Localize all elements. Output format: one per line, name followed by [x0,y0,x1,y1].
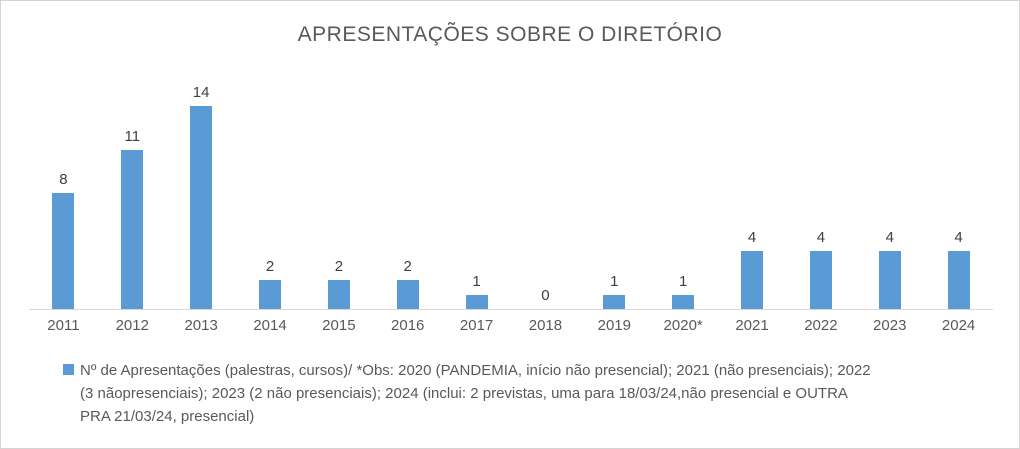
bar [878,251,901,309]
bar-column: 2 [236,259,305,309]
bar-column: 2 [373,259,442,309]
bar-column: 1 [649,272,718,309]
x-tick-label: 2020* [663,317,703,334]
bar-column: 14 [167,85,236,309]
bar-column: 4 [924,230,993,309]
bar [52,193,75,309]
legend: Nº de Apresentações (palestras, cursos)/… [63,359,999,428]
legend-label: Nº de Apresentações (palestras, cursos)/… [80,359,871,428]
data-label: 0 [541,287,550,304]
x-axis-line [29,309,993,310]
bar-column: 4 [718,230,787,309]
x-tick-label: 2013 [184,317,218,334]
legend-marker-icon [63,364,74,375]
bar [741,251,764,309]
bar-column: 4 [855,230,924,309]
bar [396,280,419,309]
data-label: 8 [59,171,68,188]
data-label: 4 [954,229,963,246]
bar [465,294,488,309]
bar-column: 0 [511,288,580,309]
bar-column: 8 [29,172,98,309]
bar [190,106,213,309]
bar-columns: 8 11 14 2 2 2 1 0 1 1 4 4 4 4 [29,71,993,309]
data-label: 1 [472,272,481,290]
data-label: 1 [678,272,688,290]
x-tick-label: 2014 [253,317,287,334]
bar-column: 4 [786,230,855,309]
x-tick-label: 2022 [804,317,838,334]
x-tick-label: 2023 [873,317,907,334]
x-ticks: 2011 2012 2013 2014 2015 2016 2017 2018 2019 2020… [29,317,993,334]
legend-line: PRA 21/03/24, presencial) [80,408,255,425]
chart-title: APRESENTAÇÕES SOBRE O DIRETÓRIO [297,23,723,46]
x-tick-label: 2015 [322,317,356,334]
bar-column: 1 [580,272,649,309]
x-tick-label: 2017 [459,317,494,334]
bar [947,251,970,309]
x-tick-label: 2016 [391,317,425,334]
data-label: 2 [265,258,275,275]
bar [259,280,281,309]
bar [672,294,695,309]
x-tick-label: 2019 [597,317,631,334]
x-tick-label: 2018 [528,317,563,334]
bar-column: 2 [304,259,373,309]
data-label: 2 [403,258,412,275]
data-label: 1 [610,272,619,290]
data-label: 2 [334,258,344,275]
legend-line: (3 nãopresenciais); 2023 (2 não presenci… [80,385,848,402]
bar [603,294,626,309]
bar [121,149,144,309]
data-label: 14 [192,84,210,101]
data-label: 4 [747,229,757,246]
legend-line: Nº de Apresentações (palestras, cursos)/… [80,362,871,379]
bar [327,280,350,309]
x-tick-label: 2024 [941,317,976,334]
x-tick-label: 2012 [115,317,149,334]
data-label: 4 [885,229,894,246]
x-tick-label: 2021 [735,317,769,334]
bar-column: 11 [98,127,167,309]
data-label: 4 [816,229,826,246]
data-label: 11 [124,127,141,145]
bar-column: 1 [442,272,511,309]
x-tick-label: 2011 [47,317,80,334]
plot-area: 8 11 14 2 2 2 1 0 1 1 4 4 4 4 [29,71,993,310]
bar [809,251,832,309]
